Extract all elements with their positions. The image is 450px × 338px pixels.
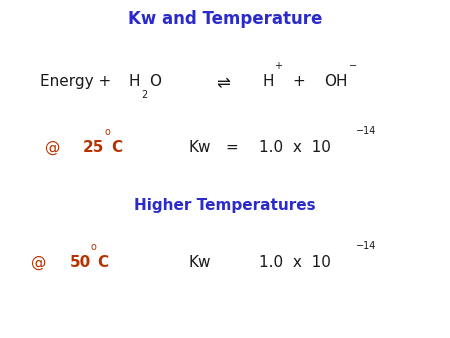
Text: +: + [274, 61, 283, 71]
Text: Higher Temperatures: Higher Temperatures [134, 198, 316, 213]
Text: C: C [112, 140, 123, 155]
Text: −: − [349, 61, 357, 71]
Text: −14: −14 [356, 126, 376, 136]
Text: H: H [262, 74, 274, 89]
Text: O: O [149, 74, 162, 89]
Text: C: C [98, 255, 109, 270]
Text: o: o [91, 242, 97, 252]
Text: Energy +: Energy + [40, 74, 112, 89]
Text: +: + [293, 74, 306, 89]
Text: o: o [105, 127, 111, 138]
Text: Kw: Kw [189, 255, 212, 270]
Text: OH: OH [324, 74, 347, 89]
Text: 25: 25 [83, 140, 104, 155]
Text: ⇌: ⇌ [216, 74, 230, 92]
Text: Kw: Kw [189, 140, 212, 155]
Text: 2: 2 [142, 90, 148, 100]
Text: @: @ [45, 140, 60, 155]
Text: =: = [225, 140, 238, 155]
Text: 1.0  x  10: 1.0 x 10 [259, 255, 331, 270]
Text: −14: −14 [356, 241, 376, 251]
Text: Kw and Temperature: Kw and Temperature [128, 10, 322, 28]
Text: 1.0  x  10: 1.0 x 10 [259, 140, 331, 155]
Text: @: @ [32, 255, 47, 270]
Text: 50: 50 [70, 255, 91, 270]
Text: H: H [128, 74, 140, 89]
